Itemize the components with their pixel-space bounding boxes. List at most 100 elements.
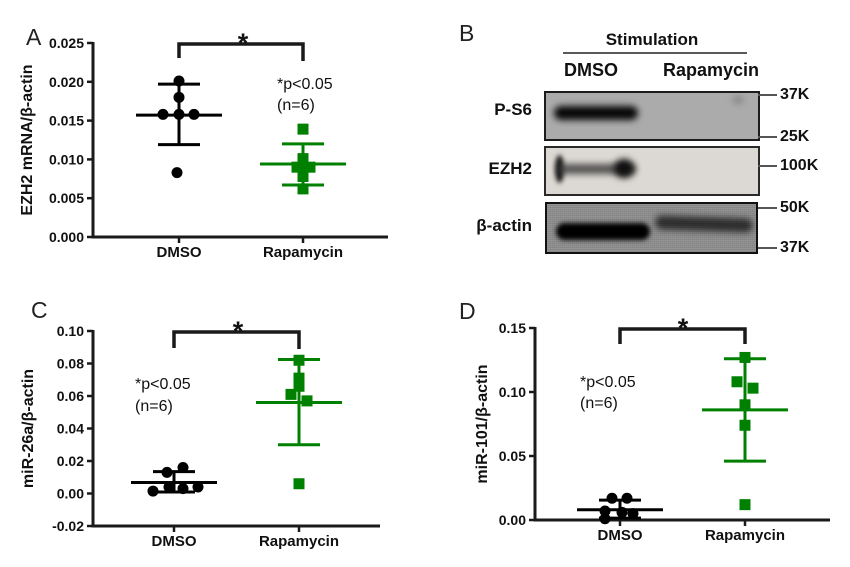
blot-ps6: [544, 91, 760, 141]
blot-bactin: [545, 202, 758, 254]
x-category-label: DMSO: [157, 244, 202, 261]
data-point-circle: [606, 492, 618, 504]
data-point-circle: [147, 485, 159, 497]
mw-marker-label-100k: 100K: [780, 157, 819, 174]
blot-row-label-ps6: P-S6: [494, 100, 532, 119]
data-point-square: [297, 153, 309, 165]
y-axis-title: miR-101/β-actin: [474, 364, 491, 483]
significance-asterisk: *: [238, 28, 249, 58]
blot-column-dmso: DMSO: [564, 60, 618, 80]
blot-header: Stimulation: [605, 30, 699, 49]
panel-c-chart: -0.02 0.00 0.02 0.04 0.06 0.08 0.10 miR-26a/β-a…: [20, 316, 380, 550]
y-tick-label: 0.05: [499, 448, 526, 464]
data-point-circle: [616, 506, 628, 518]
x-category-label: Rapamycin: [705, 527, 785, 544]
data-point-square: [293, 372, 305, 384]
data-point-square: [297, 123, 309, 135]
n-note: (n=6): [135, 398, 173, 415]
y-tick-label: 0.06: [57, 388, 84, 404]
data-point-square: [739, 399, 751, 411]
data-point-square: [731, 376, 743, 388]
data-point-square: [293, 354, 305, 366]
data-point-circle: [177, 483, 189, 495]
band-ezh2-dmso-right: [614, 159, 634, 178]
mw-marker-label-25k: 25K: [780, 128, 810, 145]
y-axis-title: EZH2 mRNA/β-actin: [19, 64, 36, 215]
n-note: (n=6): [580, 395, 618, 412]
data-point-circle: [192, 481, 204, 493]
band-ps6-rapamycin-faint: [732, 95, 744, 105]
data-point-circle: [599, 513, 611, 525]
y-tick-label: 0.15: [499, 320, 526, 336]
data-point-circle: [157, 108, 169, 120]
data-point-square: [291, 161, 303, 173]
data-point-square: [747, 382, 759, 394]
data-point-circle: [173, 91, 185, 103]
x-category-label: DMSO: [598, 527, 643, 544]
y-axis-title: miR-26a/β-actin: [20, 369, 37, 488]
data-point-square: [739, 351, 751, 363]
panel-a-chart: 0.000 0.005 0.010 0.015 0.020 0.025 EZH2 mRNA/…: [19, 28, 388, 261]
data-point-circle: [173, 108, 185, 120]
mw-marker-label-50k: 50K: [780, 199, 810, 216]
y-tick-label: 0.010: [49, 151, 84, 167]
band-bactin-rapamycin: [654, 215, 754, 233]
blot-row-label-ezh2: EZH2: [488, 159, 532, 178]
data-point-square: [285, 388, 297, 400]
significance-bracket: [618, 327, 747, 344]
blot-header-underline: [563, 52, 747, 54]
y-tick-label: 0.000: [49, 229, 84, 245]
panel-d-label: D: [459, 298, 476, 324]
x-category-label: Rapamycin: [259, 533, 339, 550]
y-tick-label: -0.02: [52, 518, 84, 534]
mw-marker-tick: [758, 94, 777, 96]
p-value-note: *p<0.05: [135, 376, 191, 393]
x-category-label: Rapamycin: [263, 244, 343, 261]
y-tick-label: 0.00: [57, 486, 84, 502]
data-point-circle: [599, 505, 611, 517]
data-point-circle: [621, 492, 633, 504]
data-point-square: [739, 499, 751, 511]
data-point-circle: [627, 508, 639, 520]
y-tick-label: 0.020: [49, 74, 84, 90]
significance-asterisk: *: [233, 316, 244, 346]
data-point-square: [739, 419, 751, 431]
band-ps6-dmso: [554, 106, 638, 120]
data-point-circle: [163, 481, 175, 493]
y-tick-label: 0.00: [499, 512, 526, 528]
data-point-circle: [173, 75, 185, 87]
mw-marker-tick: [758, 207, 777, 209]
blot-row-label-bactin: β-actin: [476, 216, 532, 235]
significance-bracket: [172, 330, 301, 349]
significance-bracket: [177, 42, 305, 61]
y-tick-label: 0.10: [57, 323, 84, 339]
data-point-circle: [177, 462, 189, 473]
blot-column-rapamycin: Rapamycin: [662, 60, 760, 80]
mw-marker-tick: [758, 165, 777, 167]
data-point-circle: [171, 167, 183, 179]
y-tick-label: 0.10: [499, 384, 526, 400]
data-point-square: [293, 478, 305, 490]
p-value-note: *p<0.05: [580, 374, 636, 391]
mw-marker-label-37k2: 37K: [780, 239, 810, 256]
n-note: (n=6): [277, 97, 315, 114]
y-tick-label: 0.02: [57, 453, 84, 469]
mw-marker-label-37k: 37K: [780, 86, 810, 103]
data-point-circle: [188, 108, 200, 120]
data-point-square: [297, 183, 309, 195]
y-tick-label: 0.015: [49, 113, 84, 129]
data-point-square: [293, 380, 305, 392]
panel-c-label: C: [31, 297, 48, 323]
data-point-square: [297, 170, 309, 182]
blot-ezh2: [544, 146, 760, 196]
band-bactin-dmso: [556, 223, 650, 240]
x-category-label: DMSO: [152, 533, 197, 550]
p-value-note: *p<0.05: [277, 76, 333, 93]
panel-a-label: A: [26, 24, 42, 50]
y-tick-label: 0.005: [49, 190, 84, 206]
panel-b-label: B: [459, 20, 475, 46]
band-ezh2-dmso: [558, 164, 636, 174]
mw-marker-tick: [758, 136, 777, 138]
mw-marker-tick: [758, 247, 777, 249]
